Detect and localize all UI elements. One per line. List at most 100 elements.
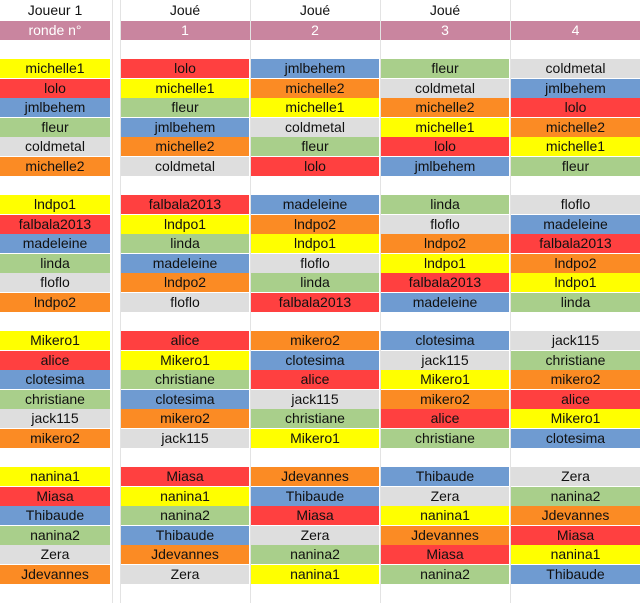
opponent-cell: lolo — [121, 59, 249, 78]
opponent-cell: alice — [511, 389, 640, 409]
opponent-cell: Thibaude — [251, 486, 379, 506]
player-cell: fleur — [0, 117, 110, 137]
opponent-cell: mikero2 — [511, 370, 640, 389]
opponent-cell: Miasa — [511, 525, 640, 545]
opponent-cell: lndpo1 — [511, 273, 640, 292]
player-cell: michelle1 — [0, 59, 110, 78]
player-cell: clotesima — [0, 370, 110, 389]
opponent-cell: Jdevannes — [511, 506, 640, 525]
player-cell: jack115 — [0, 409, 110, 428]
opponent-cell: lndpo2 — [511, 253, 640, 273]
opponent-cell: fleur — [381, 59, 509, 78]
player-cell: nanina1 — [0, 467, 110, 486]
opponent-cell: lndpo1 — [121, 214, 249, 234]
opponent-cell: falbala2013 — [251, 292, 379, 312]
opponent-cell: jmlbehem — [121, 117, 249, 137]
opponent-cell: lndpo1 — [381, 253, 509, 273]
played-header-3: Joué — [429, 2, 461, 18]
player-cell: Jdevannes — [0, 564, 110, 584]
opponent-cell: coldmetal — [121, 156, 249, 176]
player-cell: nanina2 — [0, 525, 110, 545]
player-cell: madeleine — [0, 234, 110, 253]
opponent-cell: clotesima — [511, 428, 640, 448]
player-cell: lolo — [0, 78, 110, 98]
opponent-cell: nanina1 — [381, 506, 509, 525]
opponent-cell: nanina1 — [511, 545, 640, 564]
opponent-cell: Jdevannes — [381, 525, 509, 545]
opponent-cell: alice — [121, 331, 249, 350]
opponent-cell: floflo — [381, 214, 509, 234]
player-cell: Zera — [0, 545, 110, 564]
grid-line — [510, 0, 511, 603]
opponent-cell: jack115 — [251, 389, 379, 409]
player-cell: Thibaude — [0, 506, 110, 525]
player-cell: mikero2 — [0, 428, 110, 448]
player-cell: michelle2 — [0, 156, 110, 176]
opponent-cell: Jdevannes — [121, 545, 249, 564]
opponent-cell: lolo — [381, 137, 509, 156]
opponent-cell: christiane — [251, 409, 379, 428]
opponent-cell: Mikero1 — [511, 409, 640, 428]
grid-line — [120, 0, 121, 603]
opponent-cell: lndpo2 — [251, 214, 379, 234]
opponent-cell: nanina2 — [511, 486, 640, 506]
opponent-cell: michelle1 — [251, 98, 379, 117]
player-cell: Mikero1 — [0, 331, 110, 350]
opponent-cell: floflo — [121, 292, 249, 312]
opponent-cell: madeleine — [121, 253, 249, 273]
opponent-cell: coldmetal — [511, 59, 640, 78]
opponent-cell: Miasa — [251, 506, 379, 525]
opponent-cell: mikero2 — [121, 409, 249, 428]
opponent-cell: floflo — [251, 253, 379, 273]
opponent-cell: fleur — [121, 98, 249, 117]
opponent-cell: fleur — [251, 137, 379, 156]
opponent-cell: mikero2 — [381, 389, 509, 409]
opponent-cell: linda — [381, 195, 509, 214]
opponent-cell: christiane — [121, 370, 249, 389]
opponent-cell: Miasa — [121, 467, 249, 486]
opponent-cell: nanina2 — [381, 564, 509, 584]
opponent-cell: fleur — [511, 156, 640, 176]
round-label: ronde n° — [0, 21, 110, 40]
round-number-3: 3 — [441, 22, 449, 38]
opponent-cell: michelle2 — [511, 117, 640, 137]
opponent-cell: falbala2013 — [121, 195, 249, 214]
player-cell: falbala2013 — [0, 214, 110, 234]
opponent-cell: Mikero1 — [381, 370, 509, 389]
player-cell: jmlbehem — [0, 98, 110, 117]
opponent-cell: michelle1 — [511, 137, 640, 156]
opponent-cell: Zera — [511, 467, 640, 486]
opponent-cell: Mikero1 — [251, 428, 379, 448]
player-cell: lndpo1 — [0, 195, 110, 214]
grid-line — [112, 0, 113, 603]
round-number-1: 1 — [181, 22, 189, 38]
player-cell: floflo — [0, 273, 110, 292]
opponent-cell: Jdevannes — [251, 467, 379, 486]
opponent-cell: michelle1 — [121, 78, 249, 98]
opponent-cell: Zera — [381, 486, 509, 506]
player-cell: christiane — [0, 389, 110, 409]
player-column-header: Joueur 1 — [27, 2, 83, 18]
opponent-cell: Zera — [121, 564, 249, 584]
opponent-cell: madeleine — [251, 195, 379, 214]
opponent-cell: michelle2 — [251, 78, 379, 98]
opponent-cell: jack115 — [511, 331, 640, 350]
opponent-cell: alice — [251, 370, 379, 389]
opponent-cell: jmlbehem — [381, 156, 509, 176]
opponent-cell: michelle2 — [381, 98, 509, 117]
opponent-cell: nanina1 — [121, 486, 249, 506]
opponent-cell: falbala2013 — [511, 234, 640, 253]
round-number-4: 4 — [571, 22, 580, 38]
opponent-cell: Thibaude — [121, 525, 249, 545]
opponent-cell: linda — [251, 273, 379, 292]
opponent-cell: Miasa — [381, 545, 509, 564]
opponent-cell: Thibaude — [511, 564, 640, 584]
opponent-cell: madeleine — [511, 214, 640, 234]
opponent-cell: mikero2 — [251, 331, 379, 350]
opponent-cell: madeleine — [381, 292, 509, 312]
opponent-cell: floflo — [511, 195, 640, 214]
opponent-cell: clotesima — [381, 331, 509, 350]
opponent-cell: lndpo2 — [121, 273, 249, 292]
player-cell: linda — [0, 253, 110, 273]
